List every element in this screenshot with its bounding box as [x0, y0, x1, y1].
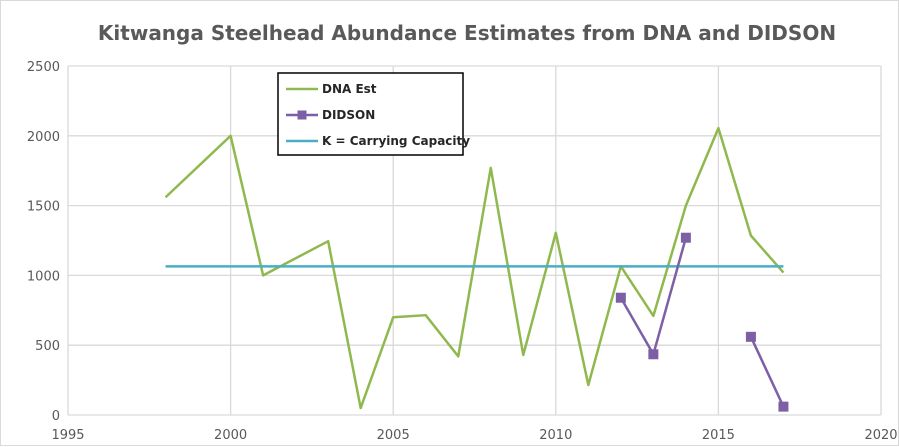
y-tick-label: 1500 [27, 200, 60, 215]
chart-title: Kitwanga Steelhead Abundance Estimates f… [98, 21, 836, 45]
didson-marker [778, 401, 789, 412]
series-line-didson [749, 336, 785, 408]
x-tick-label: 2015 [702, 428, 735, 443]
y-tick-label: 1000 [27, 269, 60, 284]
didson-marker [745, 331, 756, 342]
legend-label: DIDSON [322, 108, 375, 122]
x-tick-label: 2010 [539, 428, 572, 443]
didson-marker [648, 349, 659, 360]
x-tick-label: 2000 [214, 428, 247, 443]
didson-marker [680, 232, 691, 243]
series-line-didson [619, 237, 688, 358]
x-tick-label: 2005 [377, 428, 410, 443]
didson-marker [615, 292, 626, 303]
x-tick-label: 1995 [51, 428, 84, 443]
legend-marker [297, 110, 307, 120]
y-tick-label: 500 [35, 339, 60, 354]
axis-labels: 0 500 1000 1500 2000 2500 1995 2000 2005 2010 2015… [27, 60, 898, 443]
x-tick-label: 2020 [864, 428, 897, 443]
y-tick-label: 2000 [27, 130, 60, 145]
legend-label: DNA Est [322, 82, 377, 96]
legend: DNA Est DIDSON K = Carrying Capacity [277, 72, 470, 156]
grid-lines [67, 65, 882, 416]
series-layer [164, 126, 789, 412]
series-line-dna-est [164, 126, 785, 410]
y-tick-label: 2500 [27, 60, 60, 75]
y-tick-label: 0 [52, 409, 60, 424]
legend-label: K = Carrying Capacity [322, 134, 470, 148]
